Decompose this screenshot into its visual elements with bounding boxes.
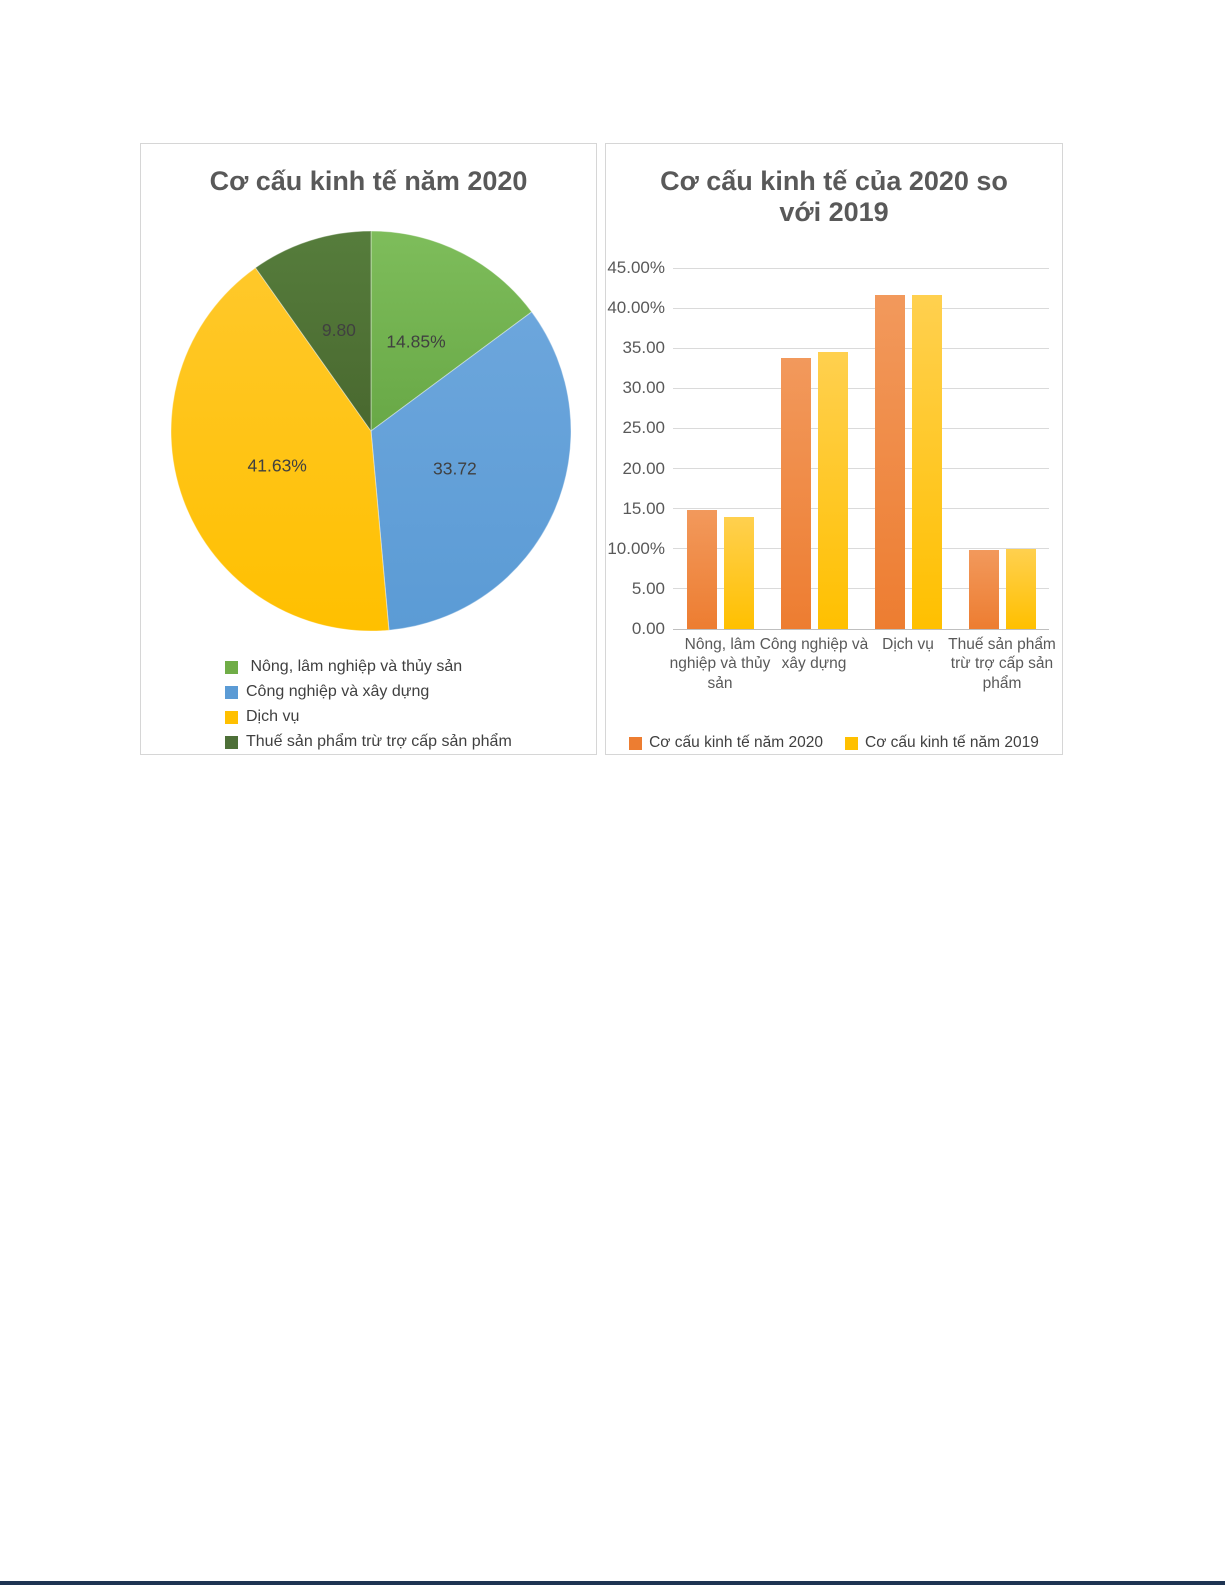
pie-legend-item-1: Công nghiệp và xây dựng [225,682,429,702]
bar-legend: Cơ cấu kinh tế năm 2020 Cơ cấu kinh tế nă… [606,732,1062,754]
pie-legend-item-3: Thuế sản phẩm trừ trợ cấp sản phẩm [225,732,512,752]
y-tick-label-0: 0.00 [631,619,665,638]
pie-legend-item-0: Nông, lâm nghiệp và thủy sản [225,657,462,677]
y-tick-label-10: 10.00% [607,538,665,558]
bar-series0-cat0 [686,509,717,629]
bar-legend-item-1: Cơ cấu kinh tế năm 2019 [845,734,1039,752]
pie-legend-label-2: Dịch vụ [246,708,300,725]
y-tick-label-40: 40.00% [607,298,665,318]
x-category-label-1: Công nghiệp và xây dựng [759,636,869,673]
pie-chart-panel: Cơ cấu kinh tế năm 2020 14.85% 33.72 41.63… [140,143,597,755]
bar-series0-cat2 [874,295,905,629]
pie-slice-label-3: 9.80 [322,320,356,340]
pie-legend-swatch-2 [225,710,238,724]
bar-series1-cat2 [911,294,942,629]
x-category-label-3: Thuế sản phẩm trừ trợ cấp sản phẩm [948,636,1056,692]
gridline-45 [673,267,1049,269]
y-tick-label-35: 35.00 [622,338,665,358]
gridline-35 [673,347,1049,349]
bar-series1-cat3 [1005,549,1036,629]
bar-legend-item-0: Cơ cấu kinh tế năm 2020 [629,734,823,752]
bar-legend-label-1: Cơ cấu kinh tế năm 2019 [865,734,1039,751]
pie-legend-item-2: Dịch vụ [225,707,299,727]
bar-series1-cat0 [723,517,754,629]
window-bottom-edge [0,1581,1225,1585]
pie-chart: 14.85% 33.72 41.63% 9.80 [170,230,572,632]
bar-chart-title: Cơ cấu kinh tế của 2020 so với 2019 [660,166,1008,227]
gridline-25 [673,427,1049,429]
gridline-0 [673,628,1049,630]
bar-legend-label-0: Cơ cấu kinh tế năm 2020 [649,734,823,751]
gridline-40 [673,307,1049,309]
pie-legend-swatch-3 [225,735,238,749]
pie-legend-label-0: Nông, lâm nghiệp và thủy sản [246,658,463,675]
y-tick-label-25: 25.00 [622,418,665,438]
pie-legend-label-3: Thuế sản phẩm trừ trợ cấp sản phẩm [246,733,512,750]
pie-slice-2 [170,267,390,632]
gridline-15 [673,508,1049,510]
pie-slice-label-0: 14.85% [386,332,445,352]
x-category-label-0: Nông, lâm nghiệp và thủy sản [669,636,771,692]
pie-legend-swatch-0 [225,660,238,674]
bar-legend-swatch-0 [629,736,643,750]
bar-series1-cat1 [817,352,848,629]
gridline-30 [673,387,1049,389]
gridline-10 [673,548,1049,550]
pie-slice-3 [254,230,372,433]
pie-chart-title: Cơ cấu kinh tế năm 2020 [209,166,528,196]
gridline-20 [673,468,1049,470]
y-tick-label-45: 45.00% [607,258,665,277]
y-tick-label-5: 5.00 [631,578,665,598]
pie-slice-label-1: 33.72 [433,459,477,479]
bar-series0-cat1 [780,358,811,629]
pie-slice-0 [370,230,533,432]
bar-legend-swatch-1 [845,736,858,750]
pie-legend-label-1: Công nghiệp và xây dựng [246,683,430,700]
bar-series0-cat3 [968,550,999,629]
y-tick-label-20: 20.00 [622,458,665,478]
pie-legend-swatch-1 [225,685,238,699]
x-category-label-2: Dịch vụ [882,636,934,653]
pie-slice-label-2: 41.63% [248,456,307,476]
y-tick-label-15: 15.00 [622,498,665,518]
bar-chart-panel: Cơ cấu kinh tế của 2020 so với 2019 Cơ c… [605,143,1063,755]
y-tick-label-30: 30.00 [622,378,665,398]
pie-slice-1 [370,311,572,631]
gridline-5 [673,588,1049,590]
